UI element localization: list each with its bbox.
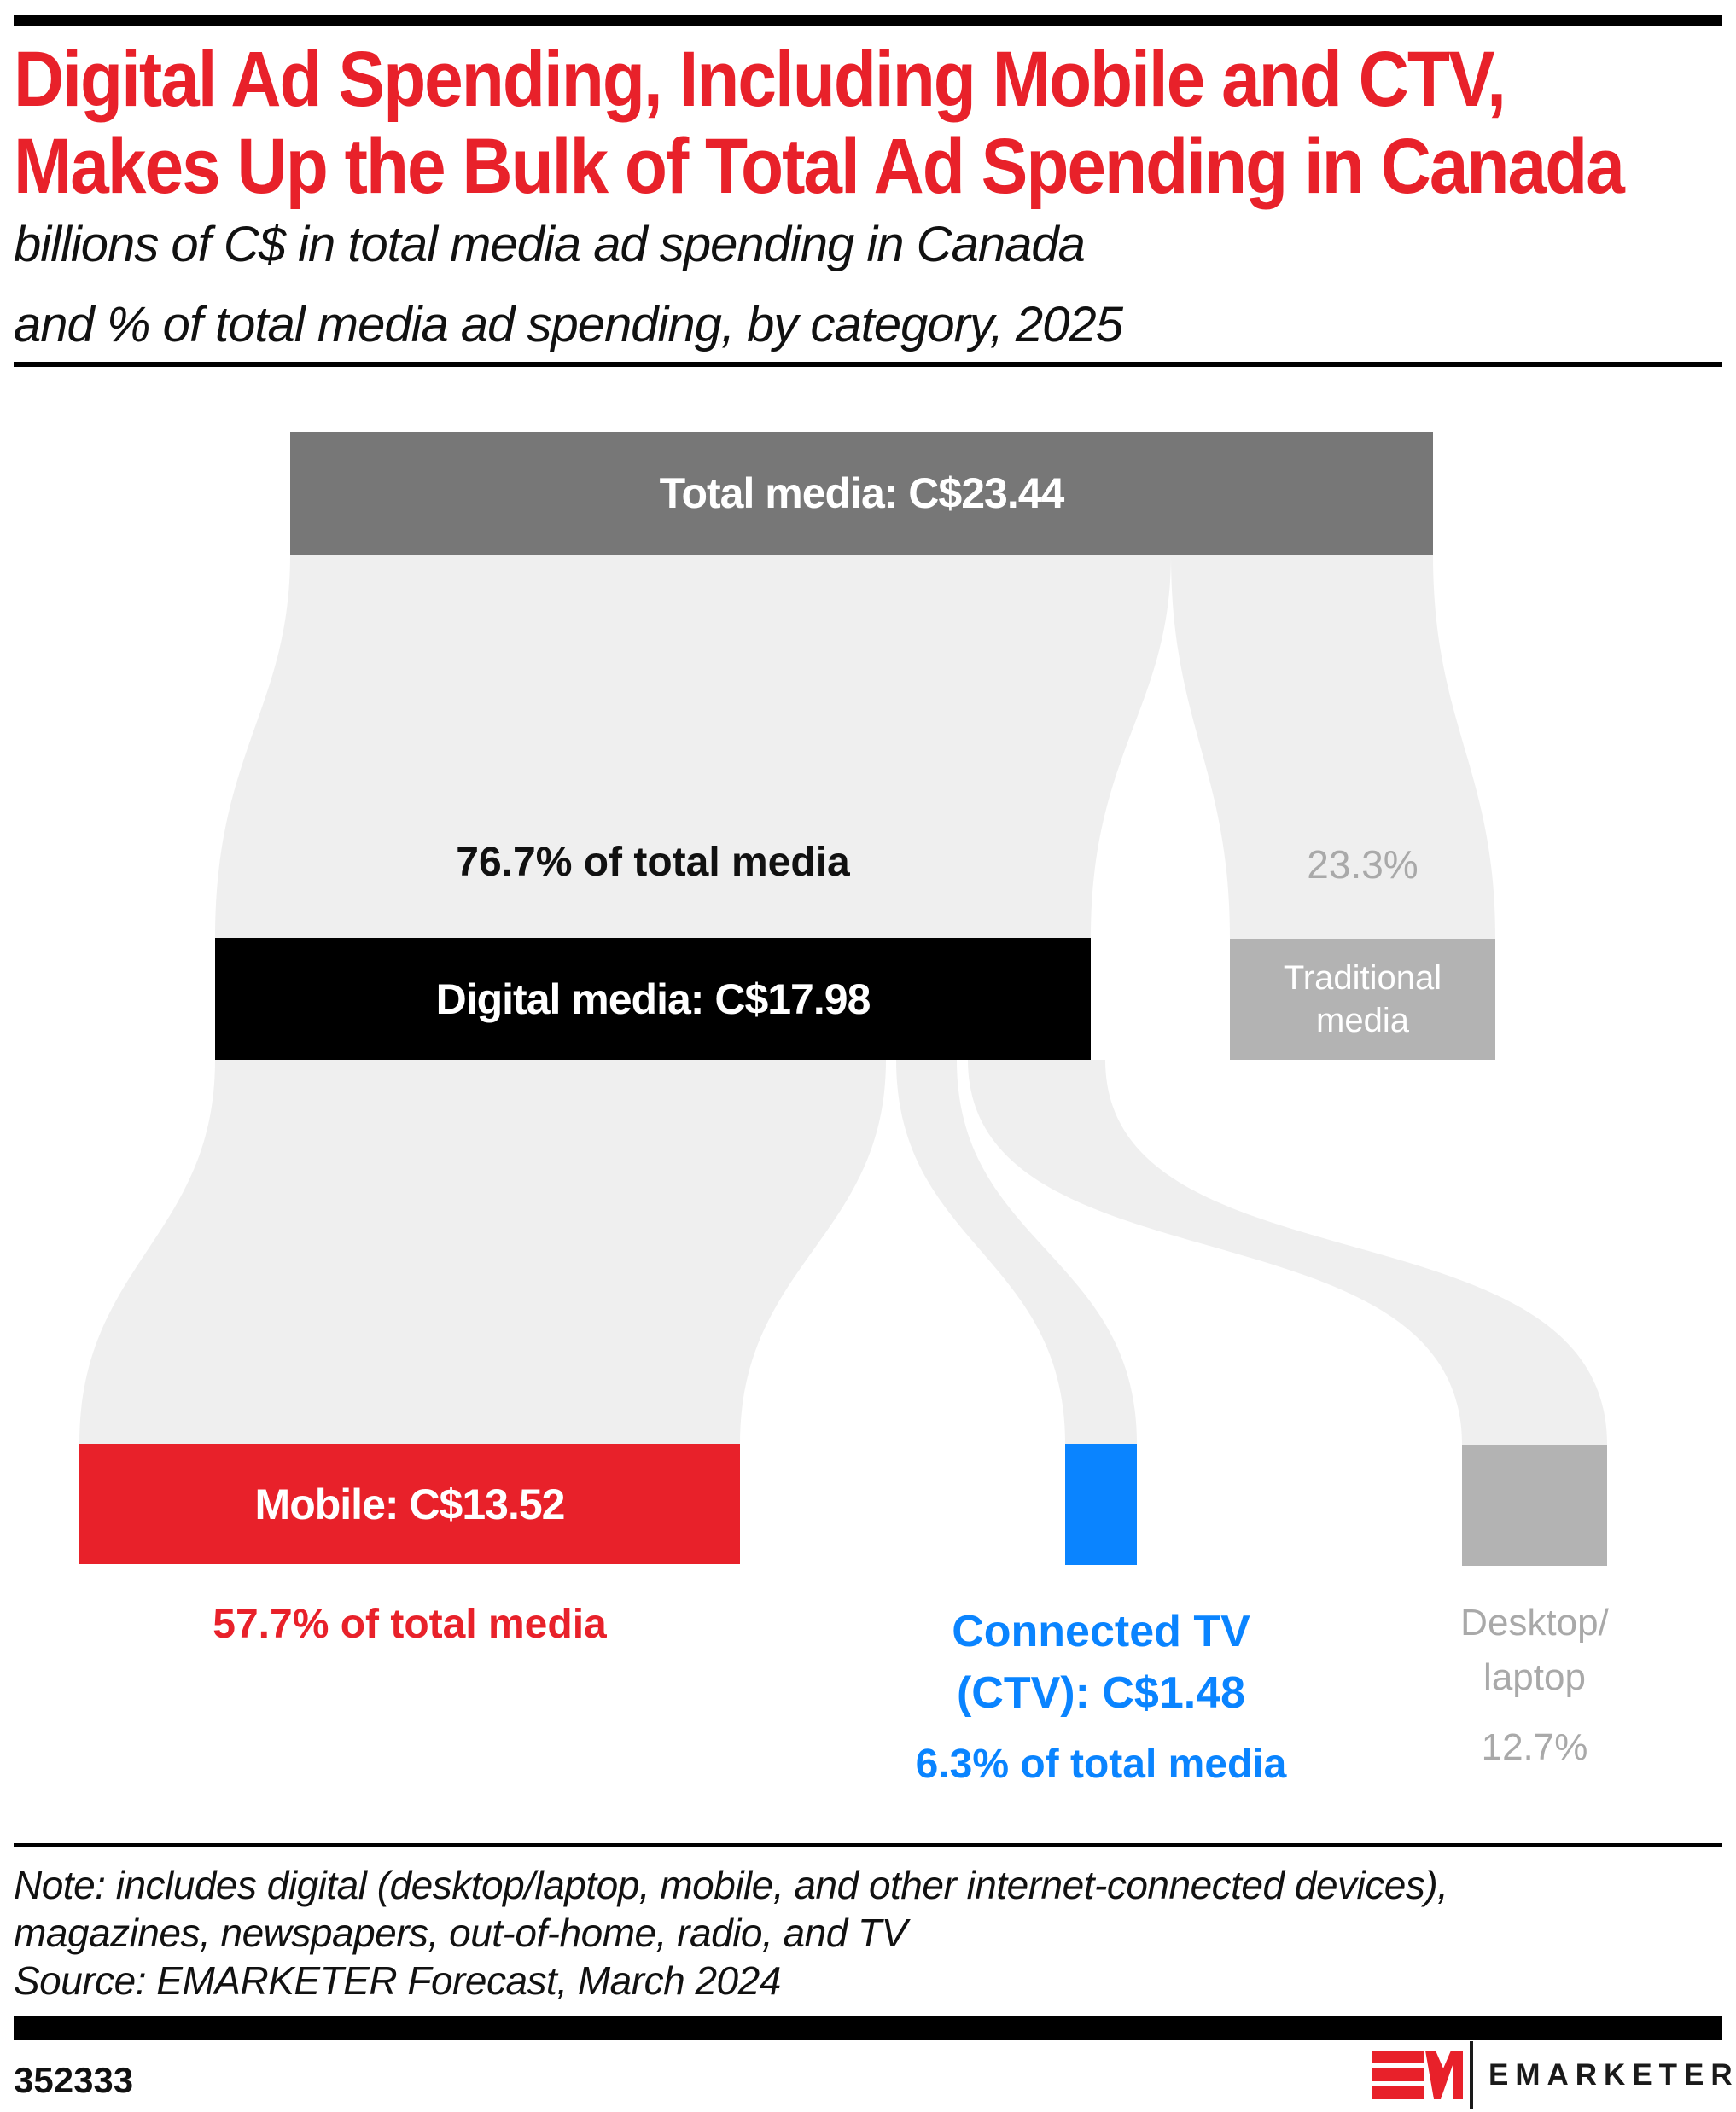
- desktop-share-label: 12.7%: [1481, 1726, 1588, 1768]
- node-mobile: Mobile: C$13.52: [79, 1444, 740, 1564]
- node-mobile-label: Mobile: C$13.52: [254, 1480, 566, 1528]
- mobile-share-label: 57.7% of total media: [213, 1602, 607, 1647]
- note-line2: magazines, newspapers, out-of-home, radi…: [14, 1911, 907, 1955]
- node-digital-media-label: Digital media: C$17.98: [435, 975, 871, 1023]
- node-desktop-laptop: [1462, 1445, 1607, 1566]
- traditional-label-line2: media: [1316, 1002, 1409, 1039]
- ctv-label-line1: Connected TV: [952, 1607, 1250, 1656]
- emarketer-logo-mark-icon: [1372, 2051, 1463, 2099]
- node-digital-media: Digital media: C$17.98: [215, 938, 1091, 1060]
- node-traditional-media-label: Traditional media: [1284, 957, 1442, 1042]
- page-subtitle-line1: billions of C$ in total media ad spendin…: [14, 217, 1086, 272]
- desktop-label-line2: laptop: [1483, 1656, 1586, 1698]
- flow-digital-to-ctv: [896, 1060, 1137, 1444]
- ctv-share-label: 6.3% of total media: [915, 1742, 1287, 1787]
- footer-divider: [14, 1843, 1722, 1847]
- traditional-share-label: 23.3%: [1307, 842, 1419, 887]
- logo-wordmark: EMARKETER: [1488, 2058, 1736, 2092]
- bottom-rule: [14, 2016, 1722, 2040]
- node-ctv: [1065, 1444, 1137, 1565]
- node-total-media: Total media: C$23.44: [290, 432, 1433, 555]
- chart-id: 352333: [14, 2060, 134, 2100]
- desktop-label-line1: Desktop/: [1460, 1602, 1609, 1644]
- emarketer-logo: EMARKETER: [1372, 2041, 1733, 2109]
- header-divider: [14, 362, 1722, 367]
- flow-total-to-digital: [215, 555, 1171, 938]
- page-title-line1: Digital Ad Spending, Including Mobile an…: [14, 36, 1506, 124]
- traditional-label-line1: Traditional: [1283, 959, 1442, 997]
- ctv-label-line2: (CTV): C$1.48: [956, 1668, 1246, 1718]
- flow-total-to-traditional: [1171, 555, 1495, 939]
- page-subtitle-line2: and % of total media ad spending, by cat…: [14, 297, 1123, 352]
- digital-share-label: 76.7% of total media: [456, 840, 850, 885]
- flow-digital-to-mobile: [79, 1060, 886, 1444]
- top-rule: [14, 15, 1722, 26]
- page-title-line2: Makes Up the Bulk of Total Ad Spending i…: [14, 123, 1625, 211]
- logo-divider: [1470, 2041, 1473, 2109]
- flow-digital-to-desktop: [968, 1060, 1607, 1445]
- note-line1: Note: includes digital (desktop/laptop, …: [14, 1863, 1448, 1907]
- node-traditional-media: Traditional media: [1230, 939, 1495, 1060]
- source-line: Source: EMARKETER Forecast, March 2024: [14, 1958, 781, 2003]
- node-total-media-label: Total media: C$23.44: [659, 469, 1065, 517]
